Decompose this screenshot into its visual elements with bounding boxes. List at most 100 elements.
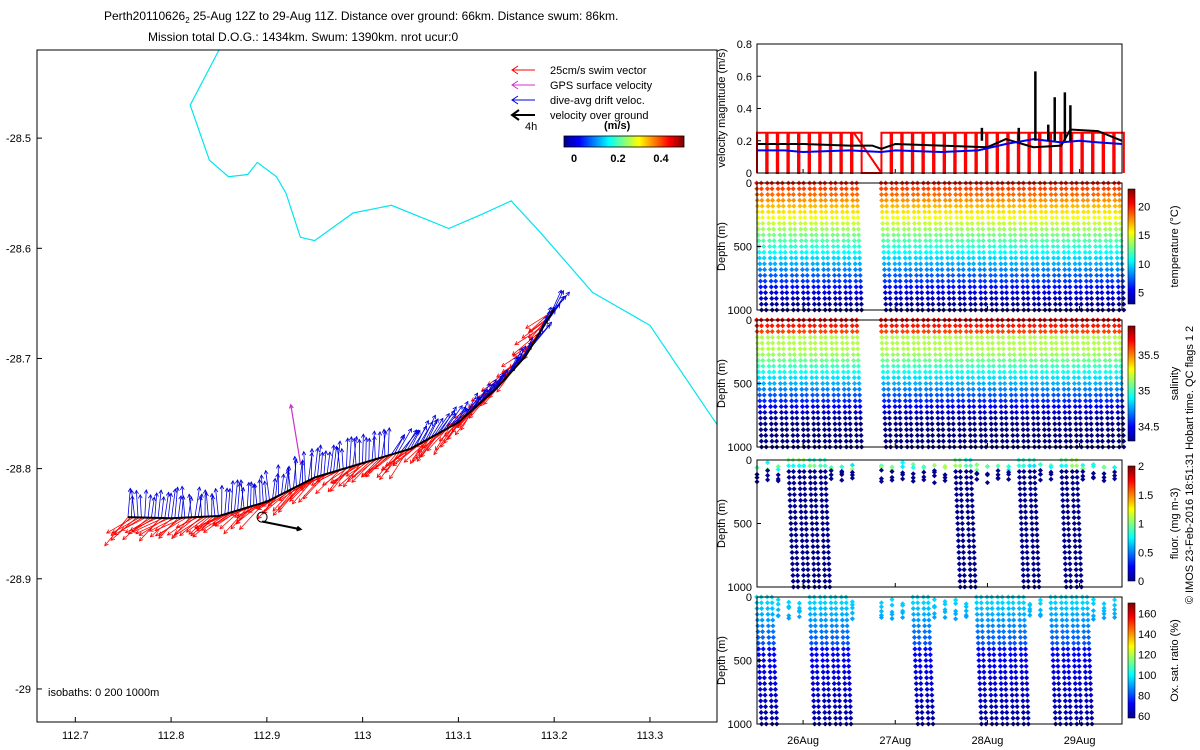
profile-point <box>836 409 842 415</box>
profile-point <box>832 704 838 710</box>
profile-point <box>936 197 942 203</box>
profile-point <box>905 346 911 352</box>
profile-point <box>927 226 933 232</box>
profile-point <box>797 215 803 221</box>
profile-point <box>924 421 931 427</box>
drift-vector-head <box>416 429 421 435</box>
profile-point <box>1109 267 1115 273</box>
profile-point <box>1067 561 1073 567</box>
drift-vector-head <box>300 459 305 464</box>
profile-point <box>985 203 991 209</box>
drift-vector <box>341 448 344 469</box>
profile-point <box>961 567 967 573</box>
profile-point <box>918 421 925 427</box>
swim-vector-head <box>443 432 449 437</box>
profile-point <box>796 328 803 335</box>
profile-point <box>789 284 796 290</box>
profile-point <box>974 605 980 612</box>
profile-point <box>956 409 962 415</box>
swim-vector-head <box>223 529 228 535</box>
profile-point <box>1023 526 1029 532</box>
profile-point <box>1051 272 1057 278</box>
profile-point <box>1008 392 1014 398</box>
profile-point <box>1011 340 1017 346</box>
profile-point <box>789 409 795 415</box>
profile-point <box>837 295 843 302</box>
profile-point <box>897 272 903 278</box>
profile-point <box>1023 375 1029 381</box>
profile-point <box>1092 238 1098 244</box>
profile-point <box>1072 549 1079 555</box>
profile-point <box>811 600 817 606</box>
profile-point <box>890 203 896 209</box>
profile-point <box>901 369 907 375</box>
profile-point <box>1048 203 1055 209</box>
profile-point <box>976 669 982 675</box>
profile-point <box>820 532 826 538</box>
profile-point <box>1114 255 1120 261</box>
drift-vector <box>313 448 319 478</box>
profile-point <box>879 346 885 352</box>
profile-point <box>993 432 999 439</box>
profile-point <box>809 369 815 375</box>
profile-point <box>991 232 997 238</box>
drift-vector <box>135 490 139 518</box>
profile-point <box>830 375 836 381</box>
profile-point <box>807 463 813 469</box>
profile-point <box>964 357 970 363</box>
profile-point <box>1115 284 1121 290</box>
profile-point <box>1053 191 1059 198</box>
profile-point <box>1035 278 1041 284</box>
profile-point <box>1042 301 1048 307</box>
profile-point <box>799 392 805 398</box>
profile-point <box>1032 352 1038 358</box>
profile-point <box>811 572 817 579</box>
profile-point <box>829 357 835 363</box>
profile-point <box>992 255 998 261</box>
profile-point <box>975 357 981 363</box>
profile-point <box>1005 600 1012 606</box>
profile-point <box>1054 363 1060 369</box>
profile-point <box>897 267 903 273</box>
profile-point <box>765 191 771 198</box>
profile-point <box>943 357 949 363</box>
profile-point <box>828 197 835 203</box>
profile-point <box>1021 197 1027 203</box>
profile-point <box>1065 509 1071 515</box>
profile-point <box>1006 191 1012 198</box>
profile-point <box>1064 357 1070 363</box>
profile-point <box>998 669 1004 675</box>
profile-point <box>783 404 789 410</box>
profile-point <box>780 191 786 198</box>
profile-point <box>950 409 956 415</box>
profile-point <box>816 438 822 444</box>
profile-point <box>765 611 771 617</box>
profile-point <box>1039 232 1045 238</box>
profile-point <box>955 532 961 538</box>
profile-point <box>1060 363 1066 369</box>
profile-point <box>1097 238 1103 244</box>
profile-point <box>825 549 831 555</box>
profile-point <box>924 675 930 681</box>
profile-point <box>847 698 853 704</box>
profile-point <box>947 340 953 346</box>
profile-point <box>1046 438 1052 444</box>
drift-vector <box>439 406 457 433</box>
profile-point <box>891 232 897 238</box>
profile-point <box>979 346 985 352</box>
profile-point <box>819 226 825 232</box>
profile-point <box>849 616 855 622</box>
profile-point <box>938 232 944 238</box>
profile-point <box>1016 186 1022 192</box>
profile-point <box>1073 432 1079 439</box>
swim-vector-head <box>127 530 133 535</box>
profile-point <box>976 249 982 255</box>
profile-point <box>1020 421 1026 427</box>
profile-point <box>925 709 931 716</box>
profile-point <box>880 220 886 226</box>
profile-point <box>857 409 863 415</box>
profile-point <box>764 186 770 192</box>
profile-point <box>1062 278 1068 284</box>
profile-point <box>1099 295 1105 302</box>
